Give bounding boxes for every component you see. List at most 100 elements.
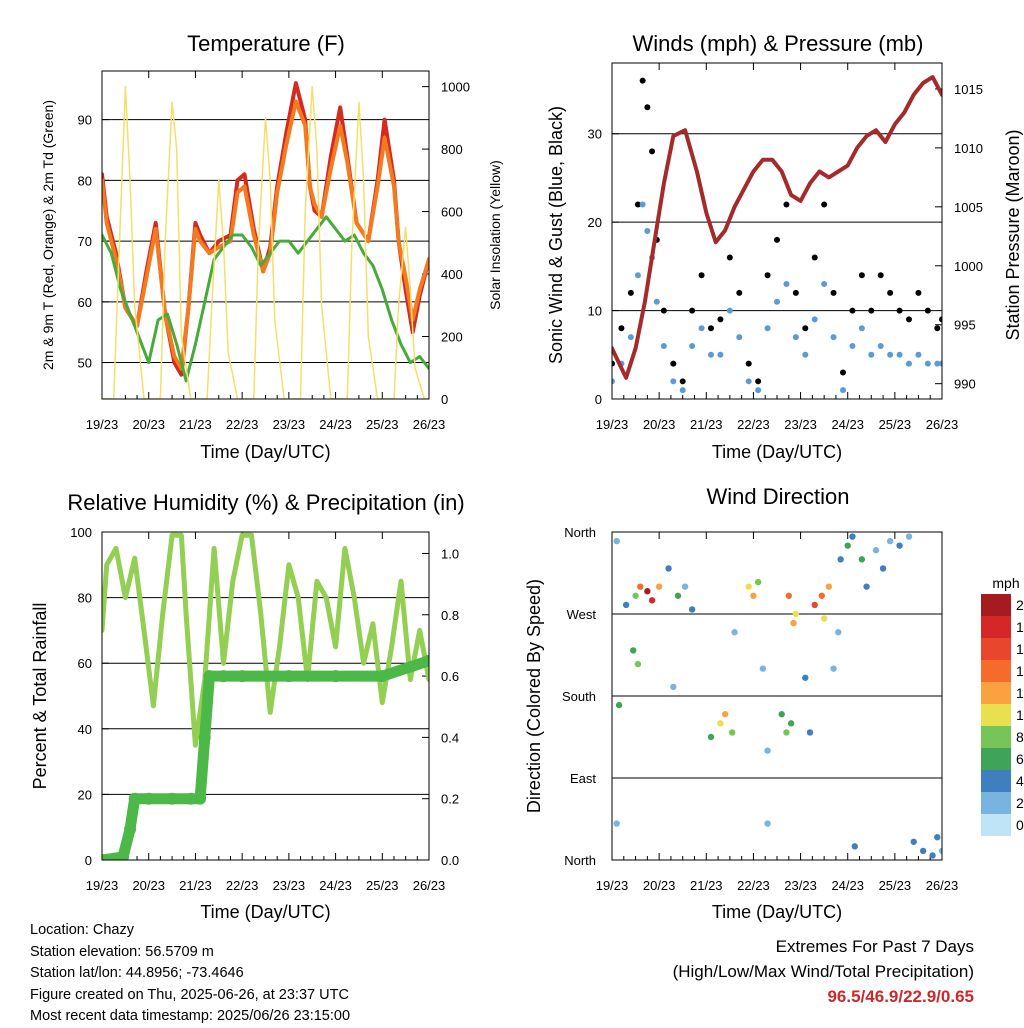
y-axis-label: Sonic Wind & Gust (Blue, Black) [546,106,566,364]
direction-point [613,820,620,827]
direction-point [674,592,682,599]
data-point [792,289,799,296]
series-line [102,99,429,371]
y-axis-label: Direction (Colored By Speed) [524,579,544,813]
extremes-values: 96.5/46.9/22.9/0.65 [827,987,974,1006]
data-point [644,228,651,234]
data-point [644,104,651,111]
y-right-tick-label: 1.0 [441,546,459,561]
x-tick-label: 23/23 [784,417,817,432]
direction-point [665,565,672,572]
x-tick-label: 21/23 [690,878,723,893]
x-tick-label: 26/23 [926,878,959,893]
direction-point [820,615,828,622]
legend-swatch [981,660,1011,682]
direction-point [670,683,677,691]
data-point [689,342,696,349]
legend-title: mph [992,575,1019,591]
direction-point [934,834,941,841]
x-axis-label: Time (Day/UTC) [712,442,842,462]
chart-title: Wind Direction [706,484,849,509]
direction-point [919,847,927,855]
data-point [877,342,884,349]
data-point [755,378,762,385]
latlon-text: Station lat/lon: 44.8956; -73.4646 [30,965,244,981]
y-right-tick-label: 0.4 [441,730,459,745]
data-point [670,378,677,385]
data-point [679,378,686,385]
x-tick-label: 24/23 [319,417,352,432]
y-tick-label: 40 [78,722,92,737]
data-point [906,316,912,323]
legend-swatch [981,638,1011,660]
y-right-tick-label: 1000 [954,259,983,274]
legend-swatch [981,748,1011,770]
y-right-tick-label: 0 [441,392,448,407]
data-point [783,281,790,288]
data-point [924,360,931,367]
data-point [764,325,771,332]
direction-point [764,747,771,754]
x-tick-label: 20/23 [643,878,676,893]
direction-point [783,729,790,736]
data-point [934,325,941,332]
legend-swatch [981,770,1011,792]
x-tick-label: 23/23 [273,417,306,432]
direction-point [785,592,792,599]
direction-point [731,629,738,636]
legend-swatch [981,792,1011,814]
series-line [102,215,429,383]
data-point [612,360,615,367]
direction-point [648,597,656,604]
y-tick-label: 20 [588,215,602,230]
direction-point [806,729,814,736]
direction-point [745,583,752,590]
direction-point [707,733,715,741]
legend-label: 14 [1016,663,1024,679]
legend-label: 4 [1016,773,1024,789]
plot-frame [611,531,943,861]
y-tick-label: 70 [78,234,92,249]
data-point [792,334,799,341]
direction-point [630,647,637,654]
data-point [660,342,667,349]
legend-label: 6 [1016,751,1024,767]
direction-point [622,601,630,609]
extremes-subtitle: (High/Low/Max Wind/Total Precipitation) [672,962,974,981]
data-point [745,360,752,367]
data-point [802,351,809,358]
x-axis-label: Time (Day/UTC) [712,902,842,922]
direction-point [750,592,757,599]
x-tick-label: 24/23 [319,878,352,893]
created-text: Figure created on Thu, 2025-06-26, at 23… [30,986,349,1003]
chart-title: Winds (mph) & Pressure (mb) [633,31,924,56]
data-point [877,272,884,279]
data-point [868,307,875,314]
data-point [639,201,646,208]
data-point [612,378,615,385]
data-point [840,369,846,376]
x-tick-label: 20/23 [132,878,165,893]
x-tick-label: 26/23 [926,417,959,432]
direction-point [634,660,642,668]
direction-point [835,629,842,636]
direction-point [849,533,856,540]
y-right-tick-label: 990 [954,377,976,392]
direction-point [872,547,880,554]
data-point [849,307,856,314]
data-point [821,281,828,288]
data-point [906,360,912,367]
y-right-tick-label: 0.8 [441,608,459,623]
legend-label: 8 [1016,729,1024,745]
y-tick-label: North [564,853,596,868]
data-point [689,307,696,314]
x-tick-label: 19/23 [86,878,119,893]
y-tick-label: West [567,607,597,622]
legend-swatch [981,682,1011,704]
y-tick-label: 30 [588,127,602,142]
direction-point [790,619,797,627]
data-point [634,272,641,279]
direction-point [879,565,887,572]
legend-label: 16 [1016,641,1024,657]
